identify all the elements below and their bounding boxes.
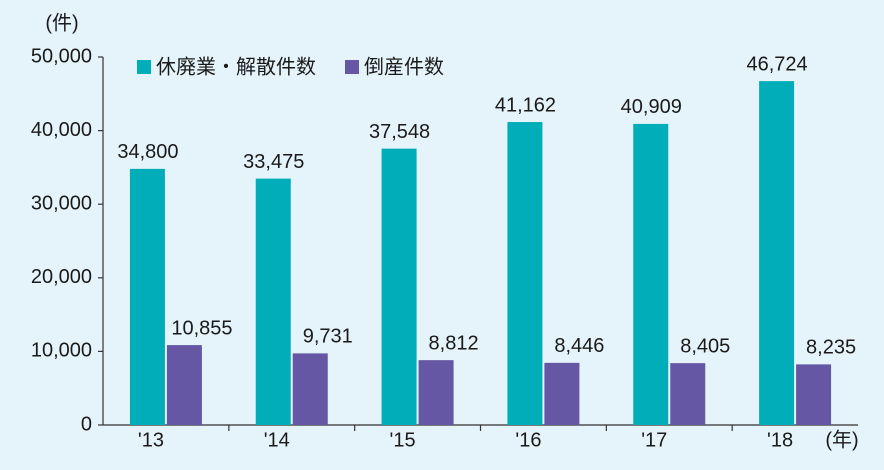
value-label: 10,855 (171, 317, 232, 339)
bar (129, 168, 165, 425)
y-tick-label: 40,000 (31, 119, 92, 141)
value-label: 34,800 (117, 141, 178, 163)
y-tick-label: 20,000 (31, 266, 92, 288)
bar (507, 122, 543, 426)
value-label: 41,162 (495, 94, 556, 116)
x-tick-label: '16 (515, 429, 541, 451)
y-tick-label: 30,000 (31, 192, 92, 214)
x-tick-label: '13 (138, 429, 164, 451)
legend-label: 倒産件数 (364, 55, 444, 78)
value-label: 40,909 (621, 96, 682, 118)
bar (255, 178, 291, 425)
legend-swatch (345, 60, 359, 74)
value-label: 8,405 (680, 335, 730, 357)
bar (166, 345, 202, 425)
bar (633, 123, 669, 425)
y-tick-label: 0 (81, 413, 92, 435)
value-label: 8,812 (429, 332, 479, 354)
y-tick-label: 10,000 (31, 340, 92, 362)
x-tick-label: '17 (641, 429, 667, 451)
y-tick-label: 50,000 (31, 45, 92, 67)
x-tick-label: '15 (390, 429, 416, 451)
bar (418, 360, 454, 425)
bar (292, 353, 328, 425)
bar (670, 363, 706, 425)
y-unit: (件) (45, 11, 78, 34)
bar (759, 81, 795, 425)
legend-label: 休廃業・解散件数 (156, 55, 316, 78)
value-label: 37,548 (369, 121, 430, 143)
legend-swatch (137, 60, 151, 74)
bar (544, 362, 580, 425)
value-label: 33,475 (243, 151, 304, 173)
value-label: 46,724 (746, 53, 807, 75)
x-tick-label: '18 (767, 429, 793, 451)
value-label: 9,731 (303, 326, 353, 348)
bar (381, 148, 417, 425)
value-label: 8,446 (554, 335, 604, 357)
value-label: 8,235 (806, 337, 856, 359)
x-unit: (年) (825, 428, 858, 451)
x-tick-label: '14 (264, 429, 290, 451)
bar (796, 364, 832, 425)
